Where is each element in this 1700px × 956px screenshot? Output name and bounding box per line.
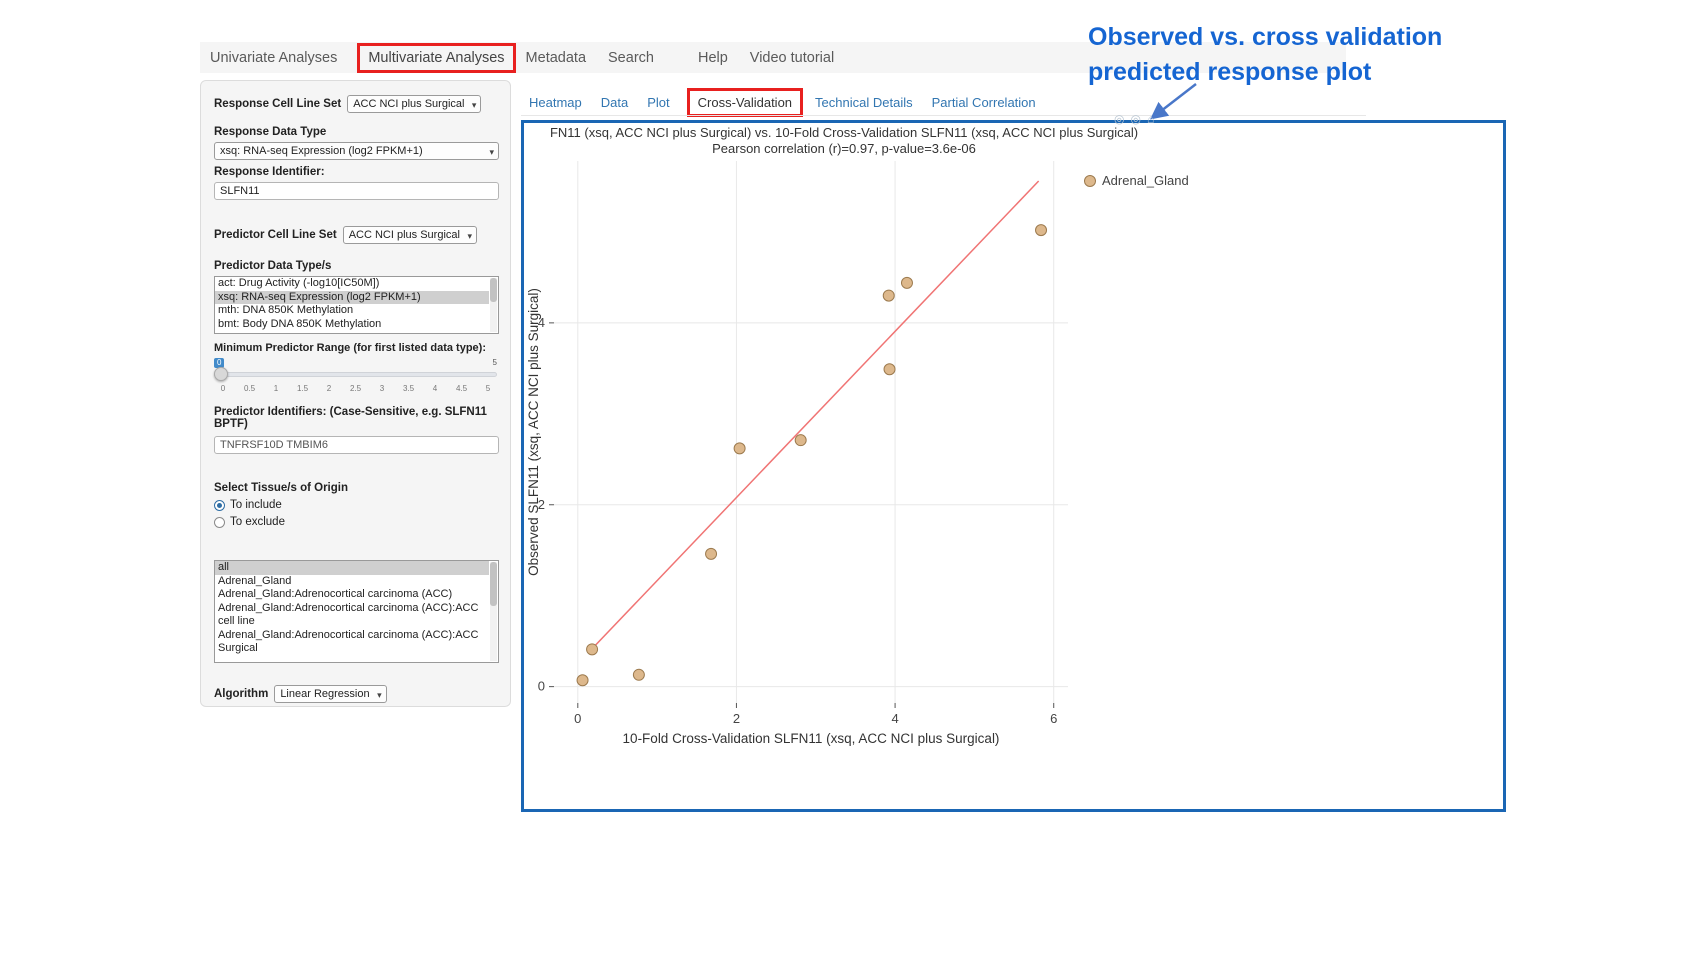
tissue-option[interactable]: Adrenal_Gland:Adrenocortical carcinoma (… (218, 588, 453, 600)
nav-video-tutorial[interactable]: Video tutorial (749, 49, 835, 66)
predictor-cell-line-set-label: Predictor Cell Line Set (214, 229, 337, 241)
slider-tick: 1 (273, 384, 279, 393)
predictor-data-type-option[interactable]: bmt: Body DNA 850K Methylation (218, 317, 382, 330)
tissue-exclude-label: To exclude (230, 516, 285, 528)
svg-text:4: 4 (891, 711, 898, 726)
radio-selected-icon (214, 499, 225, 511)
slider-tick: 1.5 (296, 384, 309, 393)
modebar-pan-icon[interactable]: ◎ (1130, 112, 1141, 126)
predictor-identifiers-label: Predictor Identifiers: (Case-Sensitive, … (214, 406, 487, 430)
tissue-option[interactable]: Adrenal_Gland:Adrenocortical carcinoma (… (218, 628, 479, 655)
chevron-down-icon: ▾ (467, 231, 472, 241)
tab-partial-correlation[interactable]: Partial Correlation (931, 95, 1036, 110)
slider-tick-labels: 0 0.5 1 1.5 2 2.5 3 3.5 4 4.5 5 (214, 384, 497, 393)
chevron-down-icon: ▾ (471, 100, 477, 110)
top-navigation: Univariate Analyses Multivariate Analyse… (200, 42, 1346, 73)
tissue-listbox: all Adrenal_Gland Adrenal_Gland:Adrenoco… (214, 560, 499, 663)
annotation-line1: Observed vs. cross validation (1088, 23, 1443, 51)
algorithm-label: Algorithm (214, 688, 269, 700)
response-identifier-label: Response Identifier: (214, 166, 325, 178)
tab-plot[interactable]: Plot (647, 95, 670, 110)
svg-text:4: 4 (538, 315, 545, 330)
response-cell-line-set-select[interactable]: ACC NCI plus Surgical ▾ (347, 95, 482, 113)
tissue-origin-label: Select Tissue/s of Origin (214, 482, 348, 494)
chevron-down-icon: ▾ (377, 690, 382, 700)
tissue-include-label: To include (230, 499, 282, 511)
slider-handle[interactable] (214, 367, 228, 381)
nav-metadata[interactable]: Metadata (525, 49, 587, 66)
modebar-home-icon[interactable]: ⌂ (1146, 112, 1155, 126)
plotly-modebar: ◎ ◎ ⌂ (1114, 112, 1154, 126)
modebar-zoom-icon[interactable]: ◎ (1114, 112, 1125, 126)
radio-unselected-icon (214, 516, 225, 528)
tabs-divider (521, 115, 1366, 116)
algorithm-value: Linear Regression (280, 688, 370, 700)
svg-text:0: 0 (538, 679, 545, 694)
predictor-identifiers-input[interactable] (214, 436, 499, 454)
response-cell-line-set-value: ACC NCI plus Surgical (353, 98, 465, 110)
slider-tick: 0 (220, 384, 226, 393)
min-predictor-range-label: Minimum Predictor Range (for first liste… (214, 342, 486, 354)
slider-tick: 3 (379, 384, 385, 393)
annotation-arrow (1150, 83, 1197, 120)
annotation-line2: predicted response plot (1088, 58, 1372, 86)
predictor-cell-line-set-value: ACC NCI plus Surgical (348, 229, 460, 241)
tissue-exclude-radio[interactable]: To exclude (214, 516, 497, 528)
result-tabs: Heatmap Data Plot Cross-Validation Techn… (527, 88, 1053, 117)
tab-heatmap[interactable]: Heatmap (529, 95, 582, 110)
cross-validation-plot-frame: 0 2 4 6 0 2 4 FN11 (xsq, ACC NCI plus Surgical)… (521, 120, 1506, 812)
nav-multivariate-analyses[interactable]: Multivariate Analyses (357, 42, 516, 73)
tab-cross-validation[interactable]: Cross-Validation (686, 88, 804, 117)
slider-track[interactable] (214, 372, 497, 377)
svg-text:6: 6 (1050, 711, 1057, 726)
tissue-include-radio[interactable]: To include (214, 499, 497, 511)
analysis-settings-panel: Response Cell Line Set ACC NCI plus Surg… (200, 80, 511, 707)
nav-search[interactable]: Search (608, 49, 654, 66)
chevron-down-icon: ▾ (489, 147, 494, 157)
svg-text:Observed SLFN11 (xsq, ACC NCI: Observed SLFN11 (xsq, ACC NCI plus Surgi… (526, 288, 541, 576)
tab-technical-details[interactable]: Technical Details (815, 95, 913, 110)
listbox-scrollbar[interactable] (490, 278, 497, 332)
slider-tick: 4.5 (455, 384, 468, 393)
svg-text:10-Fold Cross-Validation SLFN1: 10-Fold Cross-Validation SLFN11 (xsq, AC… (623, 731, 1000, 746)
response-data-type-select[interactable]: xsq: RNA-seq Expression (log2 FPKM+1) ▾ (214, 142, 499, 160)
response-cell-line-set-label: Response Cell Line Set (214, 98, 342, 110)
nav-univariate-analyses[interactable]: Univariate Analyses (210, 49, 338, 66)
predictor-data-type-option[interactable]: act: Drug Activity (-log10[IC50M]) (218, 277, 380, 289)
svg-text:FN11 (xsq, ACC NCI plus Surgic: FN11 (xsq, ACC NCI plus Surgical) vs. 10… (550, 125, 1138, 140)
response-identifier-input[interactable] (214, 182, 499, 200)
svg-text:Pearson correlation (r)=0.97,: Pearson correlation (r)=0.97, p-value=3.… (712, 141, 976, 156)
cross-validation-chart[interactable]: 0 2 4 6 0 2 4 FN11 (xsq, ACC NCI plus Surgical)… (524, 123, 1503, 809)
tissue-option-selected[interactable]: all (215, 561, 489, 575)
slider-tick: 2 (326, 384, 332, 393)
algorithm-select[interactable]: Linear Regression ▾ (274, 685, 387, 703)
predictor-data-types-label: Predictor Data Type/s (214, 260, 332, 272)
tab-data[interactable]: Data (600, 95, 629, 110)
tissue-option[interactable]: Adrenal_Gland:Adrenocortical carcinoma (… (218, 601, 479, 628)
svg-text:Adrenal_Gland: Adrenal_Gland (1102, 173, 1189, 188)
predictor-cell-line-set-select[interactable]: ACC NCI plus Surgical ▾ (342, 226, 477, 244)
predictor-data-type-option[interactable]: mth: DNA 850K Methylation (218, 304, 354, 316)
slider-tick: 3.5 (402, 384, 415, 393)
slider-tick: 4 (432, 384, 438, 393)
slider-tick: 5 (485, 384, 491, 393)
nav-help[interactable]: Help (697, 49, 728, 66)
listbox-scrollbar[interactable] (490, 562, 497, 661)
response-data-type-value: xsq: RNA-seq Expression (log2 FPKM+1) (220, 145, 423, 157)
tissue-option[interactable]: Adrenal_Gland (218, 574, 292, 587)
response-data-type-label: Response Data Type (214, 126, 327, 138)
slider-tick: 0.5 (243, 384, 256, 393)
slider-value-badge: 0 (214, 358, 225, 368)
slider-tick: 2.5 (349, 384, 362, 393)
min-predictor-range-slider[interactable]: 0 5 0 0.5 1 1.5 2 2.5 3 3.5 4 4.5 5 (214, 358, 497, 398)
svg-text:0: 0 (574, 711, 581, 726)
svg-text:2: 2 (538, 497, 545, 512)
annotation-text: Observed vs. cross validation predicted … (1088, 20, 1488, 90)
predictor-data-type-option-selected[interactable]: xsq: RNA-seq Expression (log2 FPKM+1) (215, 290, 489, 304)
predictor-data-types-listbox: act: Drug Activity (-log10[IC50M]) xsq: … (214, 276, 499, 334)
svg-text:2: 2 (733, 711, 740, 726)
slider-max-label: 5 (492, 358, 497, 367)
